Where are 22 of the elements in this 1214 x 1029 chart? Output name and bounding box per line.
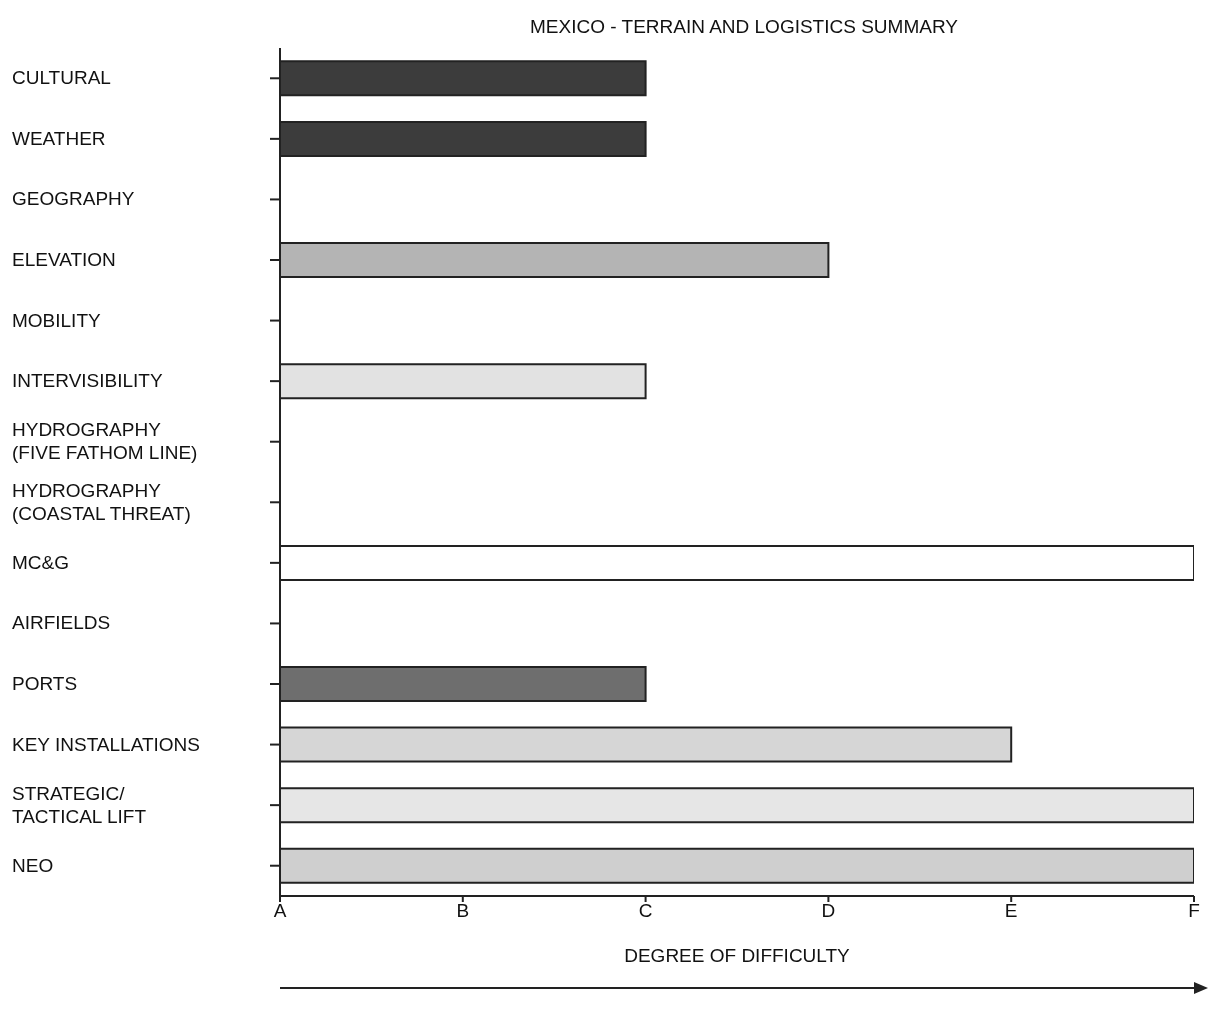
y-tick-label: HYDROGRAPHY (FIVE FATHOM LINE) (12, 419, 198, 464)
text: B (456, 900, 470, 922)
y-tick-label: MC&G (12, 551, 69, 573)
y-tick-label: INTERVISIBILITY (12, 370, 163, 392)
text: D (821, 900, 836, 922)
text: C (638, 900, 653, 922)
y-tick-label: AIRFIELDS (12, 612, 111, 634)
text: E (1004, 900, 1018, 922)
y-tick-label: NEO (12, 854, 54, 876)
y-tick-label: ELEVATION (12, 249, 116, 270)
y-tick-label: GEOGRAPHY (12, 188, 135, 210)
y-tick-label: STRATEGIC/ TACTICAL LIFT (12, 782, 147, 827)
y-tick-label: WEATHER (12, 127, 106, 149)
y-tick-label: KEY INSTALLATIONS (12, 733, 200, 755)
y-tick-label: HYDROGRAPHY (COASTAL THREAT) (12, 479, 191, 524)
y-tick-label: PORTS (12, 673, 78, 694)
y-tick-label: MOBILITY (12, 309, 102, 331)
x-axis-title: DEGREE OF DIFFICULTY (624, 945, 851, 966)
text: F (1188, 900, 1200, 922)
y-tick-label: CULTURAL (12, 67, 111, 89)
text: A (273, 900, 287, 922)
chart-title: MEXICO - TERRAIN AND LOGISTICS SUMMARY (529, 16, 959, 38)
